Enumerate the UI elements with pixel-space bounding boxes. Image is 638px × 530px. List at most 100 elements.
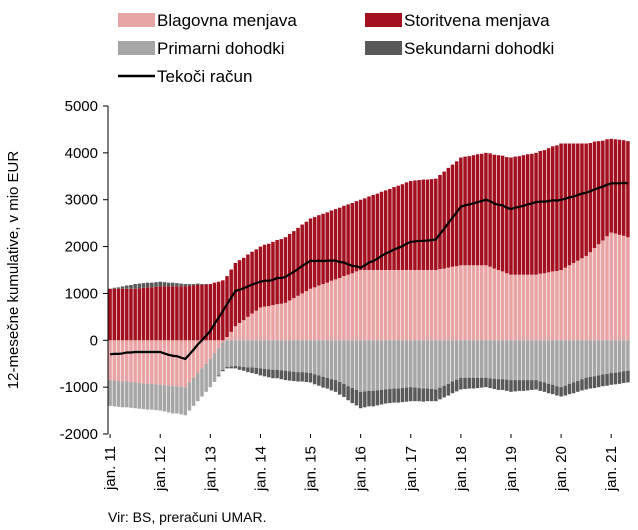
legend-swatch xyxy=(118,13,155,27)
bar-segment xyxy=(475,154,480,266)
bar-segment xyxy=(580,379,584,391)
bar-segment xyxy=(283,237,288,303)
bar-segment xyxy=(354,271,359,341)
bar-segment xyxy=(375,193,380,270)
bar-segment xyxy=(175,286,179,341)
bar-segment xyxy=(550,340,555,385)
bar-segment xyxy=(580,143,584,259)
bar-segment xyxy=(475,340,480,378)
bar-segment xyxy=(488,378,492,389)
bar-segment xyxy=(233,262,238,327)
bar-segment xyxy=(580,258,584,341)
bar-segment xyxy=(538,273,542,341)
bar-segment xyxy=(125,285,129,289)
bar-segment xyxy=(521,155,526,275)
bar-segment xyxy=(492,340,497,379)
bar-segment xyxy=(534,152,538,275)
bar-segment xyxy=(442,268,446,341)
x-tick-label: jan. 13 xyxy=(202,446,219,492)
bar-segment xyxy=(479,265,484,341)
bar-segment xyxy=(254,310,259,341)
bar-segment xyxy=(129,288,133,341)
bar-segment xyxy=(292,340,296,372)
bar-segment xyxy=(409,387,413,402)
bar-segment xyxy=(333,380,338,392)
bar-segment xyxy=(241,366,246,371)
bar-segment xyxy=(559,387,563,397)
bar-segment xyxy=(388,389,392,404)
bar-segment xyxy=(542,150,547,274)
x-tick-label: jan. 16 xyxy=(353,446,370,492)
bar-segment xyxy=(550,146,555,272)
bar-segment xyxy=(429,389,434,402)
bar-segment xyxy=(621,140,626,236)
bar-segment xyxy=(329,340,334,380)
bar-segment xyxy=(179,286,183,341)
bar-segment xyxy=(601,240,605,341)
y-tick-label: 0 xyxy=(90,332,98,349)
bar-segment xyxy=(179,283,183,287)
bar-segment xyxy=(626,237,630,341)
bar-segment xyxy=(233,366,238,369)
bar-segment xyxy=(605,374,609,386)
bar-segment xyxy=(233,326,238,341)
bar-segment xyxy=(596,375,601,388)
bar-segment xyxy=(388,270,392,341)
bar-segment xyxy=(513,340,517,381)
bar-segment xyxy=(496,379,501,390)
bar-segment xyxy=(150,282,154,288)
bar-segment xyxy=(467,156,471,266)
bar-segment xyxy=(571,262,576,341)
bar-segment xyxy=(505,379,509,391)
bar-segment xyxy=(166,385,171,413)
bar-segment xyxy=(571,143,576,263)
bar-segment xyxy=(187,285,192,341)
bar-segment xyxy=(559,270,563,341)
bar-segment xyxy=(216,281,221,341)
bar-segment xyxy=(467,377,471,389)
bar-segment xyxy=(442,171,446,269)
legend-swatch xyxy=(365,13,402,27)
bar-segment xyxy=(442,340,446,386)
bar-segment xyxy=(496,155,501,270)
bar-segment xyxy=(450,381,455,394)
x-tick-label: jan. 19 xyxy=(503,446,520,492)
bar-segment xyxy=(484,265,488,341)
bar-segment xyxy=(358,270,363,341)
x-tick-label: jan. 15 xyxy=(303,446,320,492)
bar-segment xyxy=(212,340,217,354)
bar-segment xyxy=(555,145,559,271)
bar-segment xyxy=(262,340,267,369)
bar-segment xyxy=(158,340,162,385)
bar-segment xyxy=(442,385,446,398)
bar-segment xyxy=(438,174,442,270)
bar-segment xyxy=(463,377,467,390)
bar-segment xyxy=(258,368,263,376)
bar-segment xyxy=(555,340,559,387)
bar-segment xyxy=(317,340,321,376)
bar-segment xyxy=(609,232,613,341)
bar-segment xyxy=(613,139,618,234)
bar-segment xyxy=(162,286,167,341)
bar-segment xyxy=(325,377,329,389)
bar-segment xyxy=(279,340,284,371)
bar-segment xyxy=(275,240,279,305)
bar-segment xyxy=(571,382,576,394)
bar-segment xyxy=(179,340,183,387)
bar-segment xyxy=(617,372,622,384)
bar-segment xyxy=(158,384,162,411)
bar-segment xyxy=(287,340,292,372)
bar-segment xyxy=(250,313,254,341)
bar-segment xyxy=(116,287,121,289)
bar-segment xyxy=(576,260,580,341)
bar-segment xyxy=(467,340,471,378)
bar-segment xyxy=(246,316,250,341)
bar-segment xyxy=(409,270,413,341)
bar-segment xyxy=(108,340,112,381)
bar-segment xyxy=(333,340,338,381)
bar-segment xyxy=(396,270,400,341)
bar-segment xyxy=(208,284,213,341)
bar-segment xyxy=(563,267,568,341)
bar-segment xyxy=(484,340,488,378)
bar-segment xyxy=(158,281,162,287)
